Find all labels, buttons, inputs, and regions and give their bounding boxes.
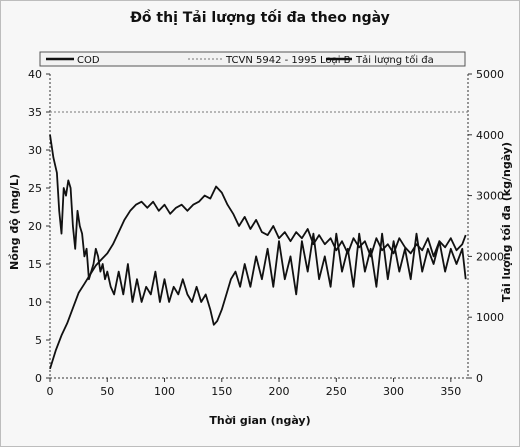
y-left-tick-label: 35 xyxy=(28,106,42,119)
series-line-load xyxy=(49,185,467,370)
y-right-tick-label: 2000 xyxy=(476,250,504,263)
x-tick-label: 300 xyxy=(383,385,404,398)
y-right-tick-label: 1000 xyxy=(476,311,504,324)
y-left-tick-label: 10 xyxy=(28,296,42,309)
x-tick-label: 150 xyxy=(211,385,232,398)
x-tick-label: 0 xyxy=(47,385,54,398)
y-axis-right-label: Tải lượng tối đa (kg/ngày) xyxy=(500,142,513,302)
plot-area: 0 50 100 150 200 250 300 350 0 5 10 15 20 25 30 35 40 0 10… xyxy=(28,68,504,398)
x-tick-label: 200 xyxy=(269,385,290,398)
x-tick-label: 350 xyxy=(440,385,461,398)
legend-box xyxy=(39,51,466,67)
y-axis-left-label: Nồng độ (mg/L) xyxy=(8,174,21,270)
x-axis-label: Thời gian (ngày) xyxy=(209,414,310,427)
y-left-tick-label: 0 xyxy=(35,372,42,385)
y-right-tick-label: 4000 xyxy=(476,129,504,142)
legend-label-cod: COD xyxy=(77,55,100,66)
x-tick-label: 100 xyxy=(154,385,175,398)
legend-label-load: Tải lượng tối đa xyxy=(355,54,434,66)
y-left-tick-label: 15 xyxy=(28,258,42,271)
y-right-tick-label: 3000 xyxy=(476,190,504,203)
y-left-tick-label: 30 xyxy=(28,144,42,157)
chart-title: Đồ thị Tải lượng tối đa theo ngày xyxy=(130,9,390,26)
legend-label-tcvn: TCVN 5942 - 1995 Loại B xyxy=(225,55,351,66)
y-left-tick-label: 5 xyxy=(35,334,42,347)
y-left-tick-label: 20 xyxy=(28,220,42,233)
y-left-tick-label: 40 xyxy=(28,68,42,81)
y-left-tick-label: 25 xyxy=(28,182,42,195)
series-line-cod xyxy=(49,134,467,326)
y-right-tick-label: 5000 xyxy=(476,68,504,81)
y-right-tick-label: 0 xyxy=(476,372,483,385)
x-tick-label: 50 xyxy=(100,385,114,398)
x-tick-label: 250 xyxy=(326,385,347,398)
